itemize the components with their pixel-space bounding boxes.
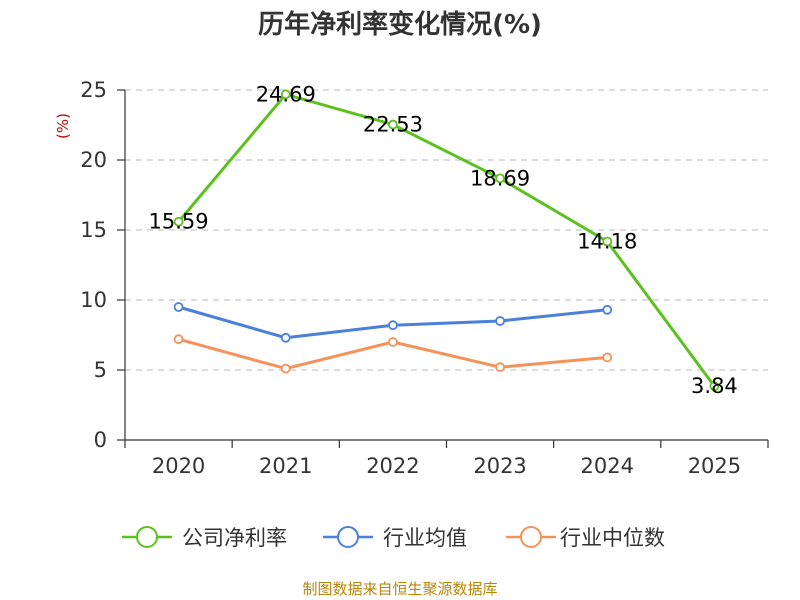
data-point [280, 332, 291, 343]
gridlines [125, 89, 768, 371]
data-label: 18.69 [470, 166, 530, 190]
data-point [495, 316, 505, 326]
data-point [602, 236, 613, 247]
data-point [173, 302, 184, 312]
x-tick-label: 2020 [152, 454, 205, 478]
legend-marker [136, 526, 158, 548]
data-point [602, 304, 613, 315]
y-tick-label: 25 [80, 78, 107, 102]
legend-marker [520, 526, 542, 548]
data-label: 14.18 [577, 229, 637, 253]
data-label: 22.53 [363, 113, 423, 137]
series-line [177, 92, 716, 388]
data-point [388, 119, 398, 130]
chart-title: 历年净利率变化情况(%) [258, 9, 542, 40]
data-point [709, 381, 720, 392]
data-labels: 15.59 24.69 22.53 18.69 14.18 3.84 [149, 82, 738, 398]
legend-label: 行业均值 [383, 526, 467, 550]
x-tick-label: 2023 [473, 454, 526, 478]
legend: 公司净利率 行业均值 行业中位数 [122, 526, 665, 550]
data-label: 15.59 [149, 210, 209, 234]
data-label: 24.69 [256, 82, 316, 106]
y-tick-label: 5 [94, 358, 107, 382]
y-axis-label: (%) [54, 113, 72, 139]
x-tick-label: 2021 [259, 454, 312, 478]
data-label: 3.84 [691, 374, 738, 398]
legend-label: 行业中位数 [560, 526, 665, 550]
data-point [280, 89, 291, 100]
legend-marker [337, 526, 359, 548]
y-tick-label: 0 [94, 428, 107, 452]
data-point [495, 362, 505, 373]
x-tick-label: 2025 [688, 454, 741, 478]
legend-label: 公司净利率 [182, 526, 287, 550]
data-point [388, 320, 398, 331]
y-tick-label: 10 [80, 288, 107, 312]
data-point [495, 173, 505, 184]
series-group [173, 89, 720, 392]
x-tick-label: 2022 [366, 454, 419, 478]
source-note: 制图数据来自恒生聚源数据库 [302, 580, 497, 598]
y-tick-label: 20 [80, 148, 107, 172]
x-tick-label: 2024 [581, 454, 634, 478]
data-point [173, 334, 184, 345]
data-point [173, 216, 184, 227]
y-tick-label: 15 [80, 218, 107, 242]
data-point [280, 363, 291, 374]
data-point [602, 352, 613, 363]
data-point [388, 337, 398, 347]
